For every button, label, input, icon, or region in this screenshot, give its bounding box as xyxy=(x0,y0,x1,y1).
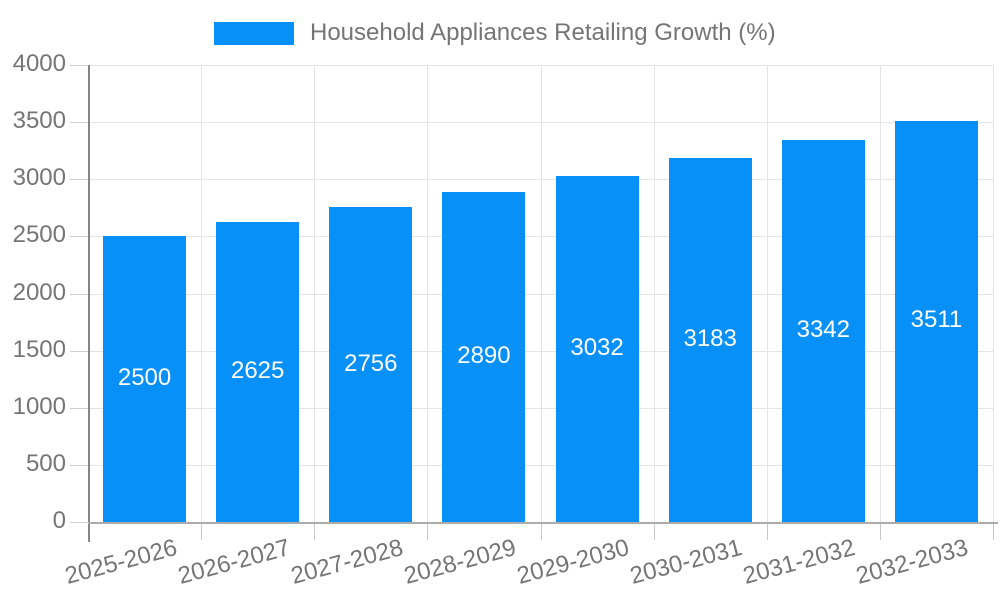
bar xyxy=(442,191,526,522)
bar-value-label: 2500 xyxy=(117,364,172,392)
x-tick xyxy=(879,522,881,540)
y-tick xyxy=(70,122,88,124)
bar-value-label: 2625 xyxy=(230,357,285,385)
x-tick xyxy=(540,522,542,540)
x-gridline xyxy=(766,65,768,522)
bar xyxy=(329,207,413,522)
y-axis-tick-label: 4000 xyxy=(12,50,66,77)
bar xyxy=(103,236,187,522)
x-tick xyxy=(314,522,316,540)
x-gridline xyxy=(540,65,542,522)
x-tick xyxy=(653,522,655,540)
bar xyxy=(894,120,978,522)
y-tick xyxy=(70,179,88,181)
bar-value-label: 2756 xyxy=(344,349,398,377)
y-tick xyxy=(70,522,88,523)
legend-swatch xyxy=(214,21,294,45)
bar xyxy=(781,140,865,522)
y-axis-line xyxy=(88,65,90,542)
y-tick xyxy=(70,65,88,66)
y-axis-tick-label: 0 xyxy=(52,507,66,534)
x-tick xyxy=(427,522,429,540)
x-tick xyxy=(993,522,994,540)
y-axis-tick-label: 3500 xyxy=(12,107,66,135)
bar xyxy=(555,175,639,522)
x-axis-line xyxy=(88,522,998,524)
y-axis-tick-label: 1500 xyxy=(12,335,66,363)
y-tick xyxy=(70,293,88,295)
x-gridline xyxy=(993,65,994,522)
legend: Household Appliances Retailing Growth (%… xyxy=(214,19,776,46)
bar-value-label: 3511 xyxy=(910,306,963,334)
x-tick xyxy=(201,522,203,540)
y-axis-tick-label: 2000 xyxy=(12,278,66,306)
y-tick xyxy=(70,407,88,409)
x-gridline xyxy=(201,65,203,522)
y-tick xyxy=(70,236,88,238)
bar-value-label: 3342 xyxy=(796,316,850,344)
bar xyxy=(216,222,300,522)
y-axis-tick-label: 1000 xyxy=(12,392,66,420)
bar xyxy=(668,158,752,522)
bar-value-label: 3032 xyxy=(570,333,624,361)
y-tick xyxy=(70,350,88,352)
x-gridline xyxy=(653,65,655,522)
y-axis-tick-label: 3000 xyxy=(12,164,66,192)
x-gridline xyxy=(427,65,429,522)
x-tick xyxy=(766,522,768,540)
legend-label: Household Appliances Retailing Growth (%… xyxy=(310,19,776,46)
bar-value-label: 2890 xyxy=(457,341,511,369)
y-axis-tick-label: 2500 xyxy=(12,221,66,249)
bar-value-label: 3183 xyxy=(683,325,737,353)
y-axis-tick-label: 500 xyxy=(25,449,66,477)
y-tick xyxy=(70,464,88,466)
x-gridline xyxy=(879,65,881,522)
x-gridline xyxy=(314,65,316,522)
